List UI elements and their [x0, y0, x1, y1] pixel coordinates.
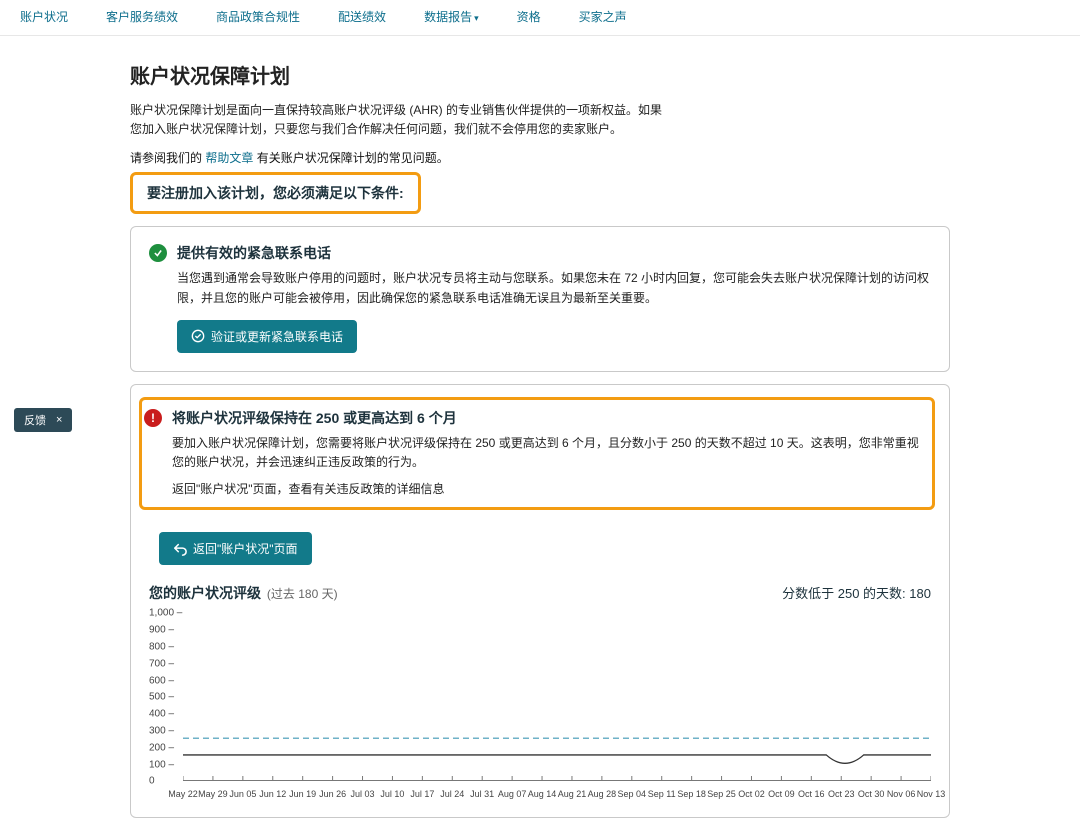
tab-1[interactable]: 客户服务绩效 [106, 8, 178, 25]
page-title: 账户状况保障计划 [130, 60, 950, 89]
tab-3[interactable]: 配送绩效 [338, 8, 386, 25]
x-tick-label: Jun 19 [289, 789, 316, 799]
main-content: 账户状况保障计划 账户状况保障计划是面向一直保持较高账户状况评级 (AHR) 的… [130, 60, 950, 818]
verify-contact-button[interactable]: 验证或更新紧急联系电话 [177, 320, 357, 353]
x-tick-label: Oct 16 [798, 789, 825, 799]
y-tick-label: 500 – [149, 692, 174, 703]
x-tick-label: Jun 26 [319, 789, 346, 799]
chart-plot-area [183, 613, 931, 781]
check-circle-icon [149, 244, 167, 262]
y-tick-label: 0 [149, 776, 155, 787]
x-tick-label: Nov 13 [917, 789, 946, 799]
tab-5[interactable]: 资格 [517, 8, 541, 25]
x-tick-label: Oct 09 [768, 789, 795, 799]
y-tick-label: 1,000 – [149, 608, 182, 619]
card-ahr-rating: 将账户状况评级保持在 250 或更高达到 6 个月 要加入账户状况保障计划，您需… [130, 384, 950, 818]
top-tabs: 账户状况 客户服务绩效 商品政策合规性 配送绩效 数据报告▾ 资格 买家之声 [0, 0, 1080, 36]
close-icon[interactable]: × [56, 414, 62, 426]
x-tick-label: May 22 [168, 789, 198, 799]
tab-6[interactable]: 买家之声 [579, 8, 627, 25]
x-tick-label: Jul 31 [470, 789, 494, 799]
x-tick-label: Jun 12 [259, 789, 286, 799]
y-tick-label: 200 – [149, 742, 174, 753]
error-circle-icon [144, 409, 162, 427]
feedback-pill[interactable]: 反馈 × [14, 408, 72, 432]
tab-0[interactable]: 账户状况 [20, 8, 68, 25]
x-tick-label: Sep 04 [618, 789, 647, 799]
tab-4[interactable]: 数据报告▾ [424, 8, 479, 25]
help-line: 请参阅我们的 帮助文章 有关账户状况保障计划的常见问题。 [130, 149, 950, 166]
chart-days-below: 分数低于 250 的天数: 180 [782, 583, 931, 602]
chart-header: 您的账户状况评级 (过去 180 天) 分数低于 250 的天数: 180 [149, 583, 931, 603]
x-tick-label: May 29 [198, 789, 228, 799]
y-tick-label: 300 – [149, 725, 174, 736]
requirement-text: 要注册加入该计划，您必须满足以下条件: [147, 185, 404, 201]
y-tick-label: 100 – [149, 759, 174, 770]
y-tick-label: 700 – [149, 658, 174, 669]
card-emergency-contact: 提供有效的紧急联系电话 当您遇到通常会导致账户停用的问题时，账户状况专员将主动与… [130, 226, 950, 371]
x-tick-label: Aug 14 [528, 789, 557, 799]
card1-body: 当您遇到通常会导致账户停用的问题时，账户状况专员将主动与您联系。如果您未在 72… [177, 269, 931, 307]
x-tick-label: Oct 23 [828, 789, 855, 799]
x-tick-label: Aug 07 [498, 789, 527, 799]
tab-2[interactable]: 商品政策合规性 [216, 8, 300, 25]
y-tick-label: 900 – [149, 625, 174, 636]
ahr-highlight-box: 将账户状况评级保持在 250 或更高达到 6 个月 要加入账户状况保障计划，您需… [139, 397, 935, 511]
x-tick-label: Jun 05 [229, 789, 256, 799]
card1-title: 提供有效的紧急联系电话 [177, 243, 331, 263]
card2-body: 要加入账户状况保障计划，您需要将账户状况评级保持在 250 或更高达到 6 个月… [172, 434, 922, 500]
x-tick-label: Sep 25 [707, 789, 736, 799]
feedback-label: 反馈 [24, 412, 46, 428]
chevron-down-icon: ▾ [474, 13, 479, 23]
ahr-line-chart: 0 100 – 200 – 300 – 400 – 500 – 600 – 700 – 800 … [149, 609, 931, 799]
x-tick-label: Jul 03 [351, 789, 375, 799]
back-to-ahr-button[interactable]: 返回"账户状况"页面 [159, 532, 312, 565]
card2-title: 将账户状况评级保持在 250 或更高达到 6 个月 [172, 408, 457, 428]
y-tick-label: 400 – [149, 709, 174, 720]
requirement-highlight: 要注册加入该计划，您必须满足以下条件: [130, 172, 421, 214]
intro-text: 账户状况保障计划是面向一直保持较高账户状况评级 (AHR) 的专业销售伙伴提供的… [130, 101, 950, 139]
x-tick-label: Aug 28 [588, 789, 617, 799]
x-tick-label: Jul 17 [410, 789, 434, 799]
chart-svg [183, 613, 931, 780]
x-tick-label: Nov 06 [887, 789, 916, 799]
chart-title: 您的账户状况评级 (过去 180 天) [149, 583, 338, 603]
help-article-link[interactable]: 帮助文章 [205, 151, 253, 165]
x-tick-label: Oct 30 [858, 789, 885, 799]
x-tick-label: Jul 24 [440, 789, 464, 799]
x-tick-label: Sep 11 [648, 789, 676, 799]
check-circle-icon [191, 329, 205, 343]
y-tick-label: 600 – [149, 675, 174, 686]
x-tick-label: Sep 18 [677, 789, 706, 799]
undo-arrow-icon [173, 542, 187, 556]
x-tick-label: Oct 02 [738, 789, 765, 799]
x-tick-label: Aug 21 [558, 789, 587, 799]
x-tick-label: Jul 10 [380, 789, 404, 799]
y-tick-label: 800 – [149, 641, 174, 652]
